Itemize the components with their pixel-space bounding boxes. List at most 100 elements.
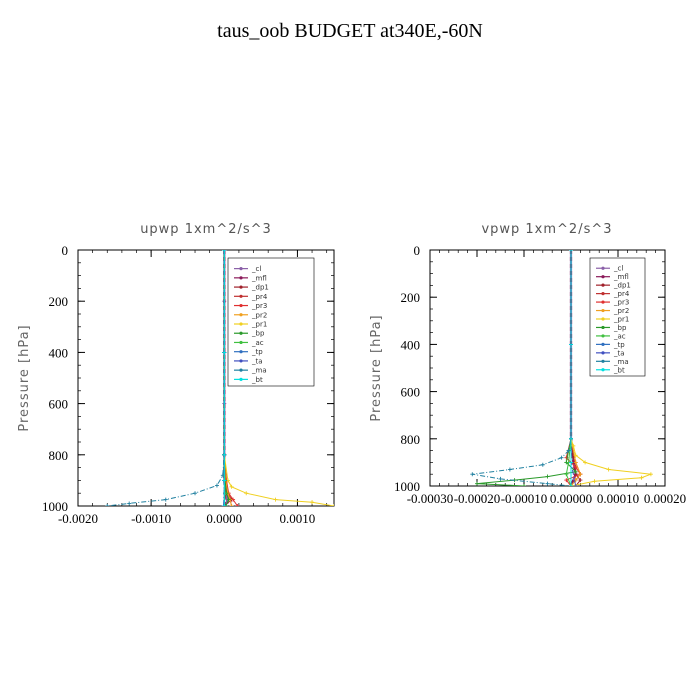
series-marker-bp [223, 504, 228, 506]
series-marker-pr1 [332, 504, 334, 506]
series-marker-bt [569, 484, 573, 486]
legend-label-ma: _ma [251, 367, 267, 375]
x-tick-label: 0.00000 [550, 491, 592, 506]
legend-marker-bp [601, 325, 605, 330]
series-marker-pr1 [648, 472, 653, 477]
x-tick-label: -0.00030 [407, 491, 454, 506]
x-tick-label: 0.00010 [597, 491, 639, 506]
legend-label-cl: _cl [613, 265, 623, 273]
series-line-dp1 [570, 250, 582, 486]
legend-label-bp: _bp [251, 330, 265, 338]
series-marker-bt [569, 342, 573, 347]
legend-label-pr2: _pr2 [613, 307, 629, 315]
series-marker-ma [105, 504, 110, 506]
legend-marker-tp [601, 342, 605, 346]
series-marker-bp [545, 474, 550, 479]
chart-panel-2: vpwp 1xm^2/s^3 Pressure [hPa] -0.00030 -0.0… [369, 222, 686, 506]
y-tick-label: 600 [401, 385, 421, 400]
legend-label-pr1: _pr1 [251, 321, 267, 329]
legend-label-bp: _bp [613, 324, 627, 332]
series-marker-pr1 [229, 484, 234, 489]
legend-label-ma: _ma [613, 358, 629, 366]
series-marker-ma [498, 476, 503, 481]
legend-label-ac: _ac [613, 332, 626, 340]
y-axis-title: Pressure [hPa] [369, 314, 384, 421]
x-tick-label: 0.0010 [280, 511, 316, 526]
legend-marker-pr3 [239, 303, 243, 308]
x-tick-label: -0.0010 [131, 511, 171, 526]
legend-label-mfl: _mfl [251, 274, 267, 282]
series-marker-bt [222, 478, 227, 483]
y-tick-label: 400 [49, 345, 69, 360]
legend-label-pr2: _pr2 [251, 311, 267, 319]
legend-label-tp: _tp [251, 348, 263, 356]
page-title: taus_oob BUDGET at340E,-60N [217, 20, 483, 42]
y-tick-label: 600 [49, 397, 69, 412]
series-marker-ta [221, 504, 226, 506]
legend-marker-pr2 [239, 313, 243, 317]
series-marker-pr1 [592, 479, 597, 484]
series-marker-bt [222, 250, 227, 252]
x-tick-label: 0.0000 [206, 511, 242, 526]
legend-marker-ta [239, 359, 243, 363]
series-marker-bp [475, 481, 479, 486]
legend-marker-tp [239, 350, 243, 354]
legend-marker-pr3 [601, 300, 605, 304]
series-marker-pr2 [578, 472, 583, 477]
series-marker-pr1 [583, 460, 588, 465]
series-marker-pr2 [573, 460, 578, 465]
legend-marker-mfl [239, 276, 243, 280]
legend-marker-ta [601, 351, 605, 355]
y-tick-label: 1000 [42, 499, 68, 514]
legend-label-bt: _bt [613, 366, 625, 374]
legend-box [227, 257, 315, 387]
series-marker-pr1 [606, 467, 611, 472]
series-marker-bt [222, 350, 227, 355]
legend-marker-mfl [601, 275, 605, 279]
x-tick-label: -0.0020 [58, 511, 98, 526]
panel-title: upwp 1xm^2/s^3 [140, 222, 272, 237]
legend-marker-cl [239, 267, 243, 271]
series-line-bp [476, 250, 577, 486]
legend: _cl_mfl_dp1_pr4_pr3_pr2_pr1_bp_ac_tp_ta_… [589, 257, 646, 377]
legend-label-ac: _ac [251, 339, 264, 347]
x-tick-label: -0.00010 [501, 491, 548, 506]
series-marker-pr1 [273, 497, 278, 502]
chart-panel-1: upwp 1xm^2/s^3 Pressure [hPa] -0.0020 -0.00… [17, 222, 335, 526]
series-marker-bt [569, 460, 573, 465]
legend-marker-ma [601, 359, 605, 363]
legend-marker-pr2 [601, 308, 605, 313]
legend-marker-ac [601, 334, 605, 338]
series-marker-bt [222, 452, 227, 457]
series-marker-ma [545, 481, 550, 486]
legend-label-dp1: _dp1 [251, 284, 269, 292]
y-tick-label: 200 [401, 290, 421, 305]
series-marker-bt [569, 250, 573, 252]
panel-title: vpwp 1xm^2/s^3 [481, 222, 612, 237]
y-tick-label: 0 [62, 243, 69, 258]
legend-marker-bt [601, 368, 605, 372]
y-tick-label: 200 [49, 294, 69, 309]
series-marker-ta [573, 484, 578, 486]
legend-label-ta: _ta [251, 357, 263, 365]
y-tick-label: 800 [401, 432, 421, 447]
legend-box [589, 257, 646, 377]
series-marker-pr1 [244, 491, 249, 496]
legend-label-ta: _ta [613, 349, 625, 357]
series-marker-pr3 [564, 478, 569, 483]
series-marker-pr2 [229, 504, 234, 506]
x-tick-label: 0.00020 [644, 491, 686, 506]
series-marker-bp [226, 497, 231, 502]
series-marker-ma [566, 448, 571, 453]
legend-marker-ac [239, 340, 243, 345]
legend-label-dp1: _dp1 [613, 282, 631, 290]
legend-label-pr3: _pr3 [251, 302, 267, 310]
legend-marker-pr4 [601, 292, 605, 296]
legend-marker-dp1 [601, 283, 605, 287]
series-group [105, 250, 334, 506]
legend-marker-pr1 [601, 317, 605, 321]
series-marker-bt [569, 436, 573, 441]
legend-label-pr4: _pr4 [251, 293, 268, 301]
series-marker-ma [127, 501, 132, 506]
